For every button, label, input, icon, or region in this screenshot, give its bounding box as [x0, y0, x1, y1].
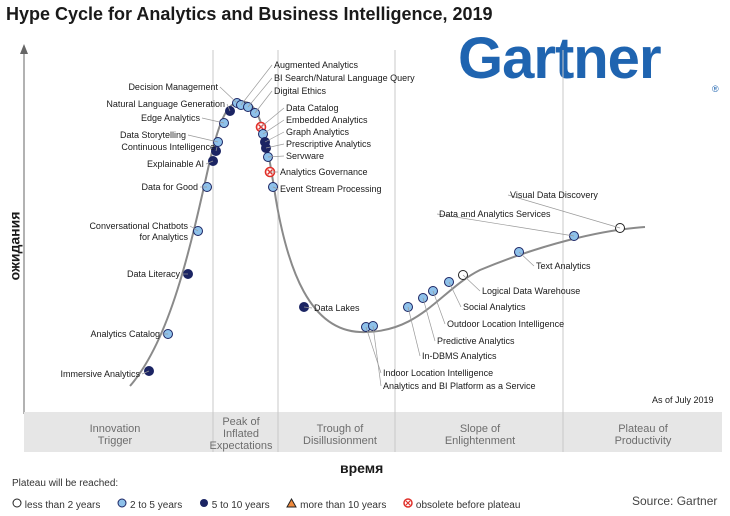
- tech-label-data-lakes: Data Lakes: [314, 303, 360, 313]
- leader-line: [264, 131, 285, 143]
- x-axis-label: время: [340, 460, 384, 476]
- leader-line: [448, 281, 462, 308]
- tech-label-servware: Servware: [286, 151, 324, 161]
- legend-title: Plateau will be reached:: [12, 478, 119, 489]
- tech-label-outdoor-location-intelligence: Outdoor Location Intelligence: [447, 319, 564, 329]
- phase-slope-of-enlightenment: Slope of Enlightenment: [444, 423, 516, 447]
- leader-line: [254, 90, 273, 114]
- tech-label-augmented-analytics: Augmented Analytics: [274, 60, 359, 70]
- tech-label-data-catalog: Data Catalog: [286, 103, 339, 113]
- leader-line: [226, 103, 231, 112]
- tech-label-decision-management: Decision Management: [128, 82, 218, 92]
- phase-plateau-of-productivity: Plateau of Productivity: [614, 423, 672, 447]
- light-blue-circle-icon: [117, 498, 127, 508]
- tech-label-text-analytics: Text Analytics: [536, 261, 591, 271]
- leader-line: [205, 160, 214, 165]
- tech-label-explainable-ai: Explainable AI: [147, 159, 204, 169]
- y-axis-label: ожидания: [6, 211, 23, 281]
- legend-item-more-than-10-years: more than 10 years: [286, 497, 389, 511]
- tech-label-digital-ethics: Digital Ethics: [274, 86, 327, 96]
- tech-label-prescriptive-analytics: Prescriptive Analytics: [286, 139, 372, 149]
- leader-line: [141, 370, 150, 375]
- leader-line: [462, 274, 481, 292]
- legend: less than 2 years 2 to 5 years 5 to 10 y…: [12, 497, 534, 511]
- tech-label-continuous-intelligence: Continuous Intelligence: [121, 142, 215, 152]
- tech-label-logical-data-warehouse: Logical Data Warehouse: [482, 286, 580, 296]
- leader-line: [432, 290, 446, 325]
- legend-item-obsolete-before-plateau: obsolete before plateau: [403, 498, 520, 511]
- tech-label-analytics-catalog: Analytics Catalog: [90, 329, 160, 339]
- leader-line: [219, 86, 238, 104]
- tech-label-embedded-analytics: Embedded Analytics: [286, 115, 368, 125]
- leader-line: [365, 326, 382, 374]
- tech-label-data-and-analytics-services: Data and Analytics Services: [439, 209, 551, 219]
- tech-label-visual-data-discovery: Visual Data Discovery: [510, 190, 598, 200]
- legend-item-less-than-2-years: less than 2 years: [12, 498, 103, 511]
- leader-line: [215, 146, 218, 152]
- leader-line: [518, 251, 535, 267]
- leader-line: [265, 143, 285, 149]
- leader-line: [247, 77, 273, 108]
- tech-label-event-stream-processing: Event Stream Processing: [280, 184, 382, 194]
- legend-item-2-to-5-years: 2 to 5 years: [117, 498, 185, 511]
- leader-line: [187, 134, 219, 143]
- tech-label-analytics-and-bi-platform-as-a-service: Analytics and BI Platform as a Service: [383, 381, 536, 391]
- y-axis-arrow: [20, 44, 28, 54]
- tech-label-social-analytics: Social Analytics: [463, 302, 526, 312]
- leader-line: [303, 306, 313, 309]
- leader-line: [407, 306, 421, 357]
- tech-label-predictive-analytics: Predictive Analytics: [437, 336, 515, 346]
- registered-mark: ®: [712, 84, 719, 94]
- tech-label-data-for-good: Data for Good: [141, 182, 198, 192]
- dark-blue-circle-icon: [200, 499, 208, 507]
- leader-line: [267, 155, 285, 158]
- phase-peak-of-inflated-expectations: Peak of Inflated Expectations: [209, 416, 273, 452]
- leader-line: [372, 325, 382, 387]
- leader-line: [436, 213, 575, 237]
- phase-innovation-trigger: Innovation Trigger: [89, 423, 141, 447]
- phase-band: [24, 412, 722, 452]
- tech-label-edge-analytics: Edge Analytics: [141, 113, 201, 123]
- leader-line: [260, 107, 285, 128]
- source-note: Source: Gartner: [632, 494, 718, 508]
- tech-label-in-dbms-analytics: In-DBMS Analytics: [422, 351, 497, 361]
- tech-label-bi-search-natural-language-query: BI Search/Natural Language Query: [274, 73, 415, 83]
- tech-label-analytics-governance: Analytics Governance: [280, 167, 368, 177]
- tech-label-data-storytelling: Data Storytelling: [120, 130, 186, 140]
- as-of-date: As of July 2019: [652, 395, 714, 405]
- chart-title: Hype Cycle for Analytics and Business In…: [6, 4, 493, 24]
- white-circle-icon: [12, 498, 22, 508]
- tech-label-conversational-chatbots-for-analytics: Conversational Chatbots for Analytics: [89, 221, 188, 242]
- leader-line: [262, 119, 285, 135]
- leader-line: [272, 186, 279, 190]
- tech-label-indoor-location-intelligence: Indoor Location Intelligence: [383, 368, 493, 378]
- red-x-circle-icon: [403, 498, 413, 508]
- phase-trough-of-disillusionment: Trough of Disillusionment: [303, 423, 377, 447]
- legend-item-5-to-10-years: 5 to 10 years: [199, 499, 272, 511]
- leader-line: [240, 64, 273, 106]
- tech-label-graph-analytics: Graph Analytics: [286, 127, 350, 137]
- leader-line: [201, 117, 225, 124]
- leader-line: [422, 297, 436, 342]
- tech-label-data-literacy: Data Literacy: [127, 269, 181, 279]
- hype-curve: [129, 100, 646, 387]
- leader-line: [507, 194, 621, 229]
- tech-label-immersive-analytics: Immersive Analytics: [60, 369, 140, 379]
- leader-line: [189, 225, 199, 232]
- orange-triangle-icon: [286, 497, 298, 508]
- tech-label-natural-language-generation: Natural Language Generation: [106, 99, 225, 109]
- gartner-logo: Gartner: [458, 26, 662, 91]
